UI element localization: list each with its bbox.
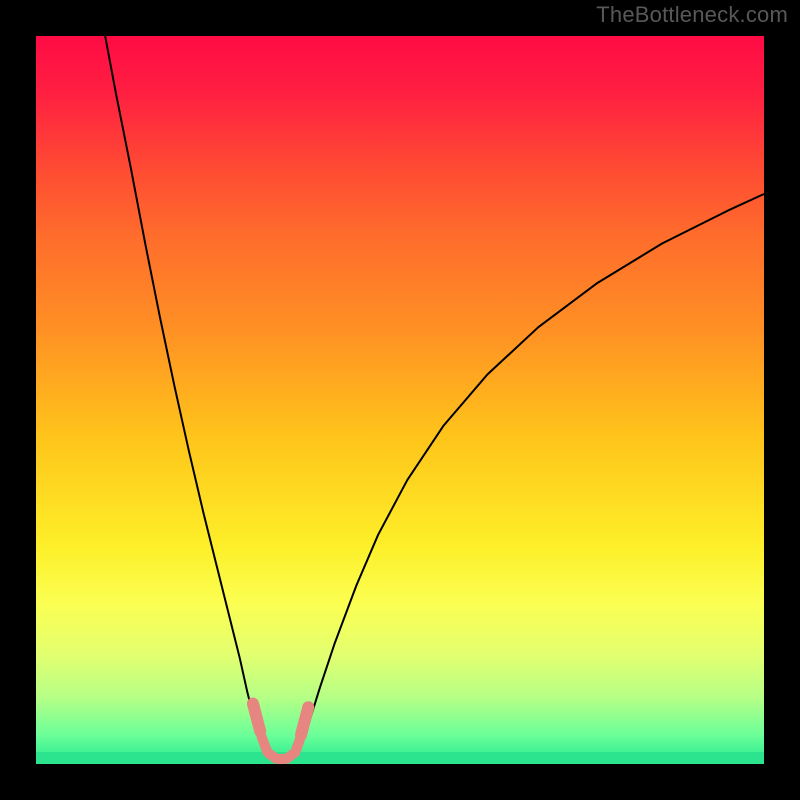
left-highlight-caps	[253, 704, 260, 732]
left-highlight-caps	[301, 707, 308, 735]
bottleneck-curve	[105, 36, 764, 760]
plot-area	[36, 36, 764, 764]
chart-svg	[36, 36, 764, 764]
bottom-highlight-arc	[262, 737, 301, 759]
watermark-text: TheBottleneck.com	[596, 2, 788, 28]
